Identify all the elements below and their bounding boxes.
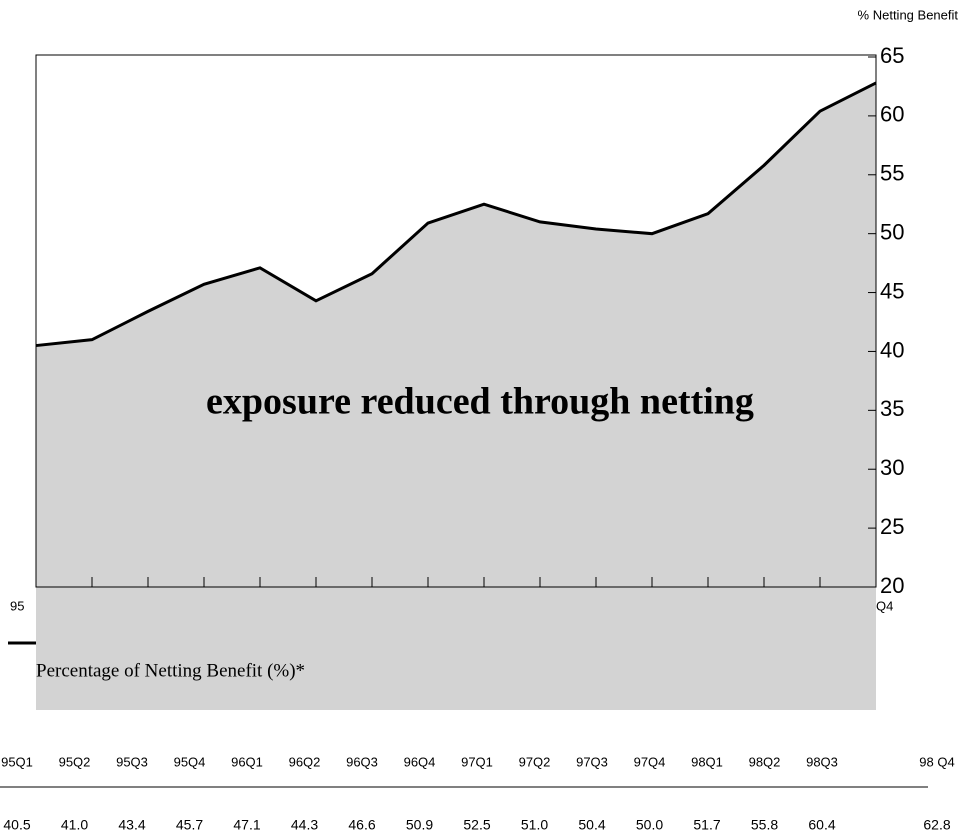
line (35, 81, 877, 348)
table-value: 43.4 (118, 817, 145, 833)
table-header: 97Q1 (461, 754, 493, 769)
table-value: 47.1 (233, 817, 260, 833)
table-header: 98 Q4 (919, 754, 954, 769)
table-header: 96Q2 (289, 754, 321, 769)
table-value: 44.3 (291, 817, 318, 833)
table-header: 96Q4 (404, 754, 436, 769)
table-header: 95Q1 (1, 754, 33, 769)
table-header: 97Q2 (519, 754, 551, 769)
y-tick-label: 20 (880, 573, 904, 598)
y-tick-label: 55 (880, 161, 904, 186)
table-value: 51.0 (521, 817, 548, 833)
table-value: 50.9 (406, 817, 433, 833)
table-value: 41.0 (61, 817, 88, 833)
table-header: 97Q4 (634, 754, 666, 769)
y-tick-label: 25 (880, 514, 904, 539)
table-value: 62.8 (923, 817, 950, 833)
table-value: 55.8 (751, 817, 778, 833)
y-tick-label: 30 (880, 455, 904, 480)
y-tick-label: 45 (880, 278, 904, 303)
annotation: exposure reduced through netting (206, 381, 754, 423)
y-tick-label: 35 (880, 396, 904, 421)
y-tick-label: 40 (880, 337, 904, 362)
table-header: 98Q1 (691, 754, 723, 769)
y-tick-label: 60 (880, 102, 904, 127)
table-value: 50.0 (636, 817, 663, 833)
table-value: 40.5 (3, 817, 30, 833)
table-header: 95Q4 (174, 754, 206, 769)
x-end-label: 95 (10, 598, 24, 613)
y-axis-label: % Netting Benefit (858, 7, 959, 22)
table-header: 95Q2 (59, 754, 91, 769)
y-tick-label: 50 (880, 219, 904, 244)
table-header: 96Q1 (231, 754, 263, 769)
table-header: 95Q3 (116, 754, 148, 769)
table-header: 98Q3 (806, 754, 838, 769)
y-tick-label: 65 (880, 43, 904, 68)
table-header: 96Q3 (346, 754, 378, 769)
table-value: 46.6 (348, 817, 375, 833)
table-header: 98Q2 (749, 754, 781, 769)
table-value: 51.7 (693, 817, 720, 833)
table-value: 60.4 (808, 817, 835, 833)
table-header: 97Q3 (576, 754, 608, 769)
table-value: 52.5 (463, 817, 490, 833)
area (36, 82, 876, 588)
legend-box (36, 587, 876, 710)
legend-label: Percentage of Netting Benefit (%)* (36, 660, 305, 681)
x-end-label: Q4 (876, 598, 893, 613)
table-value: 50.4 (578, 817, 605, 833)
table-value: 45.7 (176, 817, 203, 833)
